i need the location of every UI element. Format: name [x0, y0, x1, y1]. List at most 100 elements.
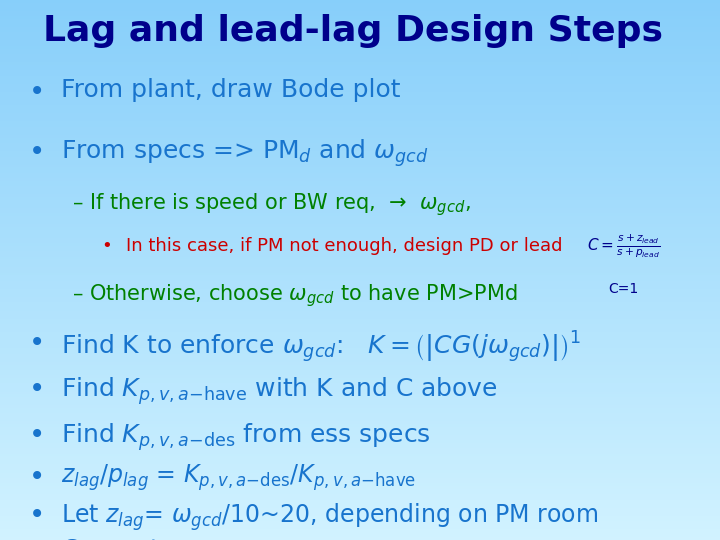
- Bar: [0, 143, 720, 146]
- Bar: [0, 202, 720, 205]
- Bar: [0, 278, 720, 281]
- Bar: [0, 40, 720, 43]
- Bar: [0, 124, 720, 127]
- Bar: [0, 205, 720, 208]
- Bar: [0, 437, 720, 440]
- Bar: [0, 94, 720, 97]
- Bar: [0, 281, 720, 284]
- Bar: [0, 373, 720, 375]
- Bar: [0, 243, 720, 246]
- Bar: [0, 38, 720, 40]
- Bar: [0, 516, 720, 518]
- Bar: [0, 81, 720, 84]
- Text: C=1: C=1: [608, 282, 639, 296]
- Bar: [0, 421, 720, 424]
- Text: •: •: [29, 537, 45, 540]
- Bar: [0, 483, 720, 486]
- Bar: [0, 470, 720, 472]
- Bar: [0, 448, 720, 451]
- Bar: [0, 30, 720, 32]
- Bar: [0, 165, 720, 167]
- Bar: [0, 232, 720, 235]
- Bar: [0, 310, 720, 313]
- Bar: [0, 364, 720, 367]
- Bar: [0, 500, 720, 502]
- Bar: [0, 397, 720, 400]
- Bar: [0, 184, 720, 186]
- Bar: [0, 348, 720, 351]
- Bar: [0, 418, 720, 421]
- Bar: [0, 351, 720, 354]
- Bar: [0, 505, 720, 508]
- Bar: [0, 481, 720, 483]
- Bar: [0, 127, 720, 130]
- Bar: [0, 305, 720, 308]
- Bar: [0, 154, 720, 157]
- Text: $C=\frac{s+z_{lead}}{s+p_{lead}}$: $C=\frac{s+z_{lead}}{s+p_{lead}}$: [587, 234, 660, 260]
- Bar: [0, 319, 720, 321]
- Bar: [0, 251, 720, 254]
- Bar: [0, 408, 720, 410]
- Bar: [0, 238, 720, 240]
- Text: •: •: [29, 375, 45, 403]
- Bar: [0, 111, 720, 113]
- Bar: [0, 248, 720, 251]
- Bar: [0, 335, 720, 338]
- Bar: [0, 343, 720, 346]
- Bar: [0, 446, 720, 448]
- Bar: [0, 92, 720, 94]
- Bar: [0, 400, 720, 402]
- Bar: [0, 432, 720, 435]
- Bar: [0, 346, 720, 348]
- Bar: [0, 535, 720, 537]
- Bar: [0, 0, 720, 3]
- Bar: [0, 76, 720, 78]
- Bar: [0, 327, 720, 329]
- Bar: [0, 54, 720, 57]
- Bar: [0, 273, 720, 275]
- Text: From plant, draw Bode plot: From plant, draw Bode plot: [61, 78, 401, 102]
- Bar: [0, 451, 720, 454]
- Bar: [0, 43, 720, 46]
- Bar: [0, 146, 720, 148]
- Bar: [0, 130, 720, 132]
- Bar: [0, 3, 720, 5]
- Bar: [0, 194, 720, 197]
- Bar: [0, 170, 720, 173]
- Bar: [0, 370, 720, 373]
- Bar: [0, 224, 720, 227]
- Bar: [0, 321, 720, 324]
- Bar: [0, 246, 720, 248]
- Bar: [0, 138, 720, 140]
- Bar: [0, 197, 720, 200]
- Bar: [0, 100, 720, 103]
- Bar: [0, 302, 720, 305]
- Bar: [0, 510, 720, 513]
- Bar: [0, 502, 720, 505]
- Bar: [0, 383, 720, 386]
- Text: – Otherwise, choose $\omega_{gcd}$ to have PM>PMd: – Otherwise, choose $\omega_{gcd}$ to ha…: [72, 282, 518, 309]
- Bar: [0, 240, 720, 243]
- Bar: [0, 35, 720, 38]
- Bar: [0, 532, 720, 535]
- Bar: [0, 192, 720, 194]
- Bar: [0, 70, 720, 73]
- Bar: [0, 213, 720, 216]
- Bar: [0, 24, 720, 27]
- Bar: [0, 362, 720, 364]
- Bar: [0, 289, 720, 292]
- Text: Find $K_{p,v,a\mathrm{-des}}$ from ess specs: Find $K_{p,v,a\mathrm{-des}}$ from ess s…: [61, 421, 431, 453]
- Bar: [0, 173, 720, 176]
- Text: •: •: [29, 463, 45, 491]
- Text: From specs => PM$_d$ and $\omega_{gcd}$: From specs => PM$_d$ and $\omega_{gcd}$: [61, 138, 429, 170]
- Bar: [0, 491, 720, 494]
- Bar: [0, 284, 720, 286]
- Bar: [0, 486, 720, 489]
- Bar: [0, 68, 720, 70]
- Bar: [0, 49, 720, 51]
- Bar: [0, 27, 720, 30]
- Bar: [0, 529, 720, 532]
- Bar: [0, 332, 720, 335]
- Bar: [0, 297, 720, 300]
- Bar: [0, 122, 720, 124]
